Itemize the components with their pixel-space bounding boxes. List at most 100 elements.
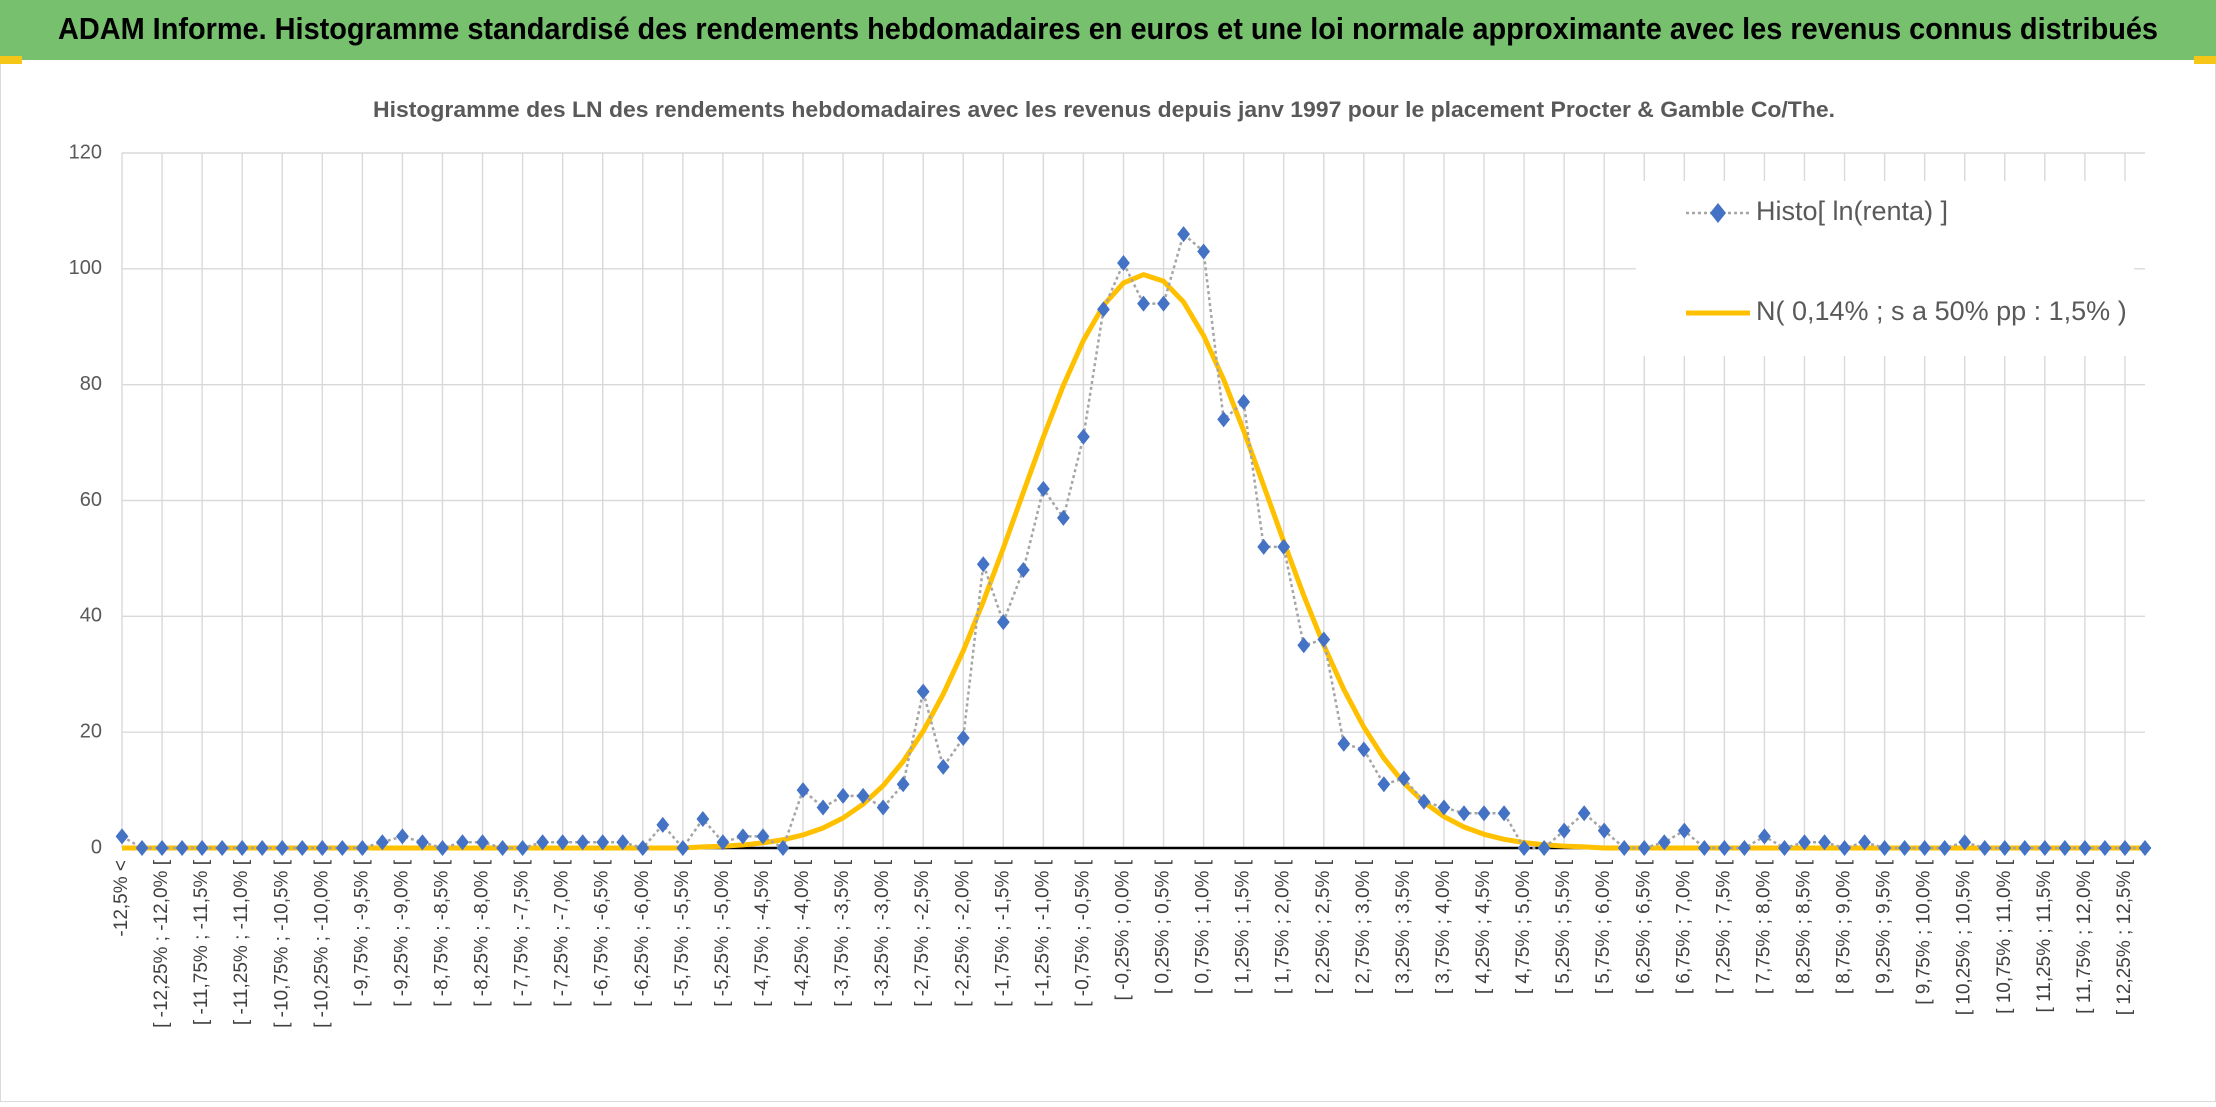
x-tick-label: [ 6,25% ; 6,5% [ xyxy=(1633,859,1654,994)
histogram-marker xyxy=(876,799,890,816)
histogram-marker xyxy=(1998,840,2012,856)
x-tick-label: [ 6,75% ; 7,0% [ xyxy=(1673,859,1694,994)
histogram-marker xyxy=(1758,828,1771,845)
x-tick-label: [ 1,25% ; 1,5% [ xyxy=(1233,859,1254,994)
histogram-marker xyxy=(1016,562,1030,578)
histogram-marker xyxy=(1978,840,1992,856)
x-tick-label: [ -1,25% ; -1,0% [ xyxy=(1032,859,1053,1007)
histogram-marker xyxy=(1237,394,1251,411)
histogram-marker xyxy=(1077,428,1090,445)
x-tick-label: [ 7,75% ; 8,0% [ xyxy=(1753,859,1774,994)
histogram-marker xyxy=(476,834,489,851)
histogram-marker xyxy=(436,840,449,856)
x-tick-label: [ 2,25% ; 2,5% [ xyxy=(1313,859,1334,994)
y-tick-label: 0 xyxy=(91,836,102,858)
histogram-marker xyxy=(255,840,269,856)
histogram-marker xyxy=(275,840,289,856)
histogram-marker xyxy=(2078,840,2092,856)
histogram-marker xyxy=(736,828,750,845)
page-title: ADAM Informe. Histogramme standardisé de… xyxy=(58,11,2158,46)
histogram-marker xyxy=(516,840,529,856)
histogram-marker xyxy=(1397,770,1411,787)
x-tick-label: [ 4,75% ; 5,0% [ xyxy=(1513,859,1534,994)
x-tick-label: [ 8,75% ; 9,0% [ xyxy=(1834,859,1855,994)
x-tick-label: [ 4,25% ; 4,5% [ xyxy=(1473,859,1494,994)
x-tick-label: [ 0,25% ; 0,5% [ xyxy=(1153,859,1174,994)
histogram-marker xyxy=(1437,799,1451,816)
histogram-marker xyxy=(1137,295,1150,312)
histogram-marker xyxy=(576,834,590,851)
histogram-marker xyxy=(796,782,810,799)
histogram-marker xyxy=(315,840,329,856)
histogram-marker xyxy=(636,840,650,856)
histogram-marker xyxy=(596,834,610,851)
histogram-marker xyxy=(1177,226,1190,243)
histogram-marker xyxy=(1697,840,1711,856)
y-tick-label: 120 xyxy=(69,141,102,163)
corner-accent xyxy=(0,56,22,64)
histogram-marker xyxy=(556,834,570,851)
x-tick-label: [ 10,25% ; 10,5% [ xyxy=(1954,859,1975,1015)
histogram-marker xyxy=(616,834,630,851)
x-tick-label: [ 3,25% ; 3,5% [ xyxy=(1393,859,1414,994)
histogram-marker xyxy=(1297,637,1311,654)
legend-label: N( 0,14% ; s a 50% pp : 1,5% ) xyxy=(1756,296,2127,326)
histogram-marker xyxy=(1898,840,1912,856)
histogram-marker xyxy=(115,828,129,845)
histogram-marker xyxy=(1537,840,1551,856)
x-tick-label: [ -9,25% ; -9,0% [ xyxy=(391,859,412,1007)
x-tick-label: [ 5,25% ; 5,5% [ xyxy=(1553,859,1574,994)
histogram-marker xyxy=(1617,840,1631,856)
histogram-marker xyxy=(2118,840,2132,856)
x-tick-label: [ 0,75% ; 1,0% [ xyxy=(1193,859,1214,994)
x-tick-label: [ -0,75% ; -0,5% [ xyxy=(1072,859,1093,1007)
histogram-marker xyxy=(375,834,389,851)
histogram-marker xyxy=(1417,793,1431,810)
x-tick-label: [ -3,25% ; -3,0% [ xyxy=(872,859,893,1007)
histogram-marker xyxy=(2018,840,2032,856)
y-tick-label: 40 xyxy=(80,605,102,627)
histogram-marker xyxy=(676,840,690,856)
histogram-marker xyxy=(1798,834,1811,851)
histogram-marker xyxy=(696,811,710,828)
x-tick-label: [ -11,75% ; -11,5% [ xyxy=(191,859,212,1025)
corner-accent xyxy=(2194,56,2216,64)
histogram-marker xyxy=(416,834,429,851)
x-tick-label: [ 3,75% ; 4,0% [ xyxy=(1433,859,1454,994)
x-tick-label: [ 12,25% ; 12,5% [ xyxy=(2114,859,2135,1015)
histogram-marker xyxy=(456,834,469,851)
x-tick-label: [ -7,75% ; -7,5% [ xyxy=(512,859,533,1007)
histogram-marker xyxy=(1497,805,1511,822)
y-tick-label: 60 xyxy=(80,489,102,511)
histogram-marker xyxy=(896,776,910,793)
x-tick-label: -12,5% < xyxy=(111,860,132,937)
histogram-marker xyxy=(1918,840,1932,856)
histogram-marker xyxy=(1637,840,1651,856)
x-tick-label: [ -8,25% ; -8,0% [ xyxy=(472,859,493,1007)
histogram-marker xyxy=(856,787,870,804)
histogram-marker xyxy=(1738,840,1751,856)
histogram-marker xyxy=(1778,840,1791,856)
y-tick-label: 20 xyxy=(80,720,102,742)
x-tick-label: [ -4,75% ; -4,5% [ xyxy=(752,859,773,1007)
x-tick-label: [ 9,25% ; 9,5% [ xyxy=(1874,859,1895,994)
histogram-marker xyxy=(496,840,509,856)
legend-swatch xyxy=(1710,203,1726,223)
histogram-marker xyxy=(1217,411,1231,428)
y-tick-label: 100 xyxy=(69,257,102,279)
histogram-marker xyxy=(1958,834,1972,851)
x-tick-label: [ -11,25% ; -11,0% [ xyxy=(231,859,252,1025)
legend-label: Histo[ ln(renta) ] xyxy=(1756,196,1948,226)
histogram-marker xyxy=(1818,834,1831,851)
x-tick-label: [ -10,25% ; -10,0% [ xyxy=(311,859,332,1028)
histogram-marker xyxy=(756,828,770,845)
histogram-marker xyxy=(1337,735,1351,752)
histogram-marker xyxy=(996,614,1010,631)
x-tick-label: [ -5,25% ; -5,0% [ xyxy=(712,859,733,1007)
normal-curve xyxy=(122,272,2145,851)
histogram-marker xyxy=(1197,243,1211,260)
x-tick-label: [ 10,75% ; 11,0% [ xyxy=(1994,859,2015,1014)
x-tick-label: [ -8,75% ; -8,5% [ xyxy=(431,859,452,1007)
histogram-marker xyxy=(1557,822,1571,839)
